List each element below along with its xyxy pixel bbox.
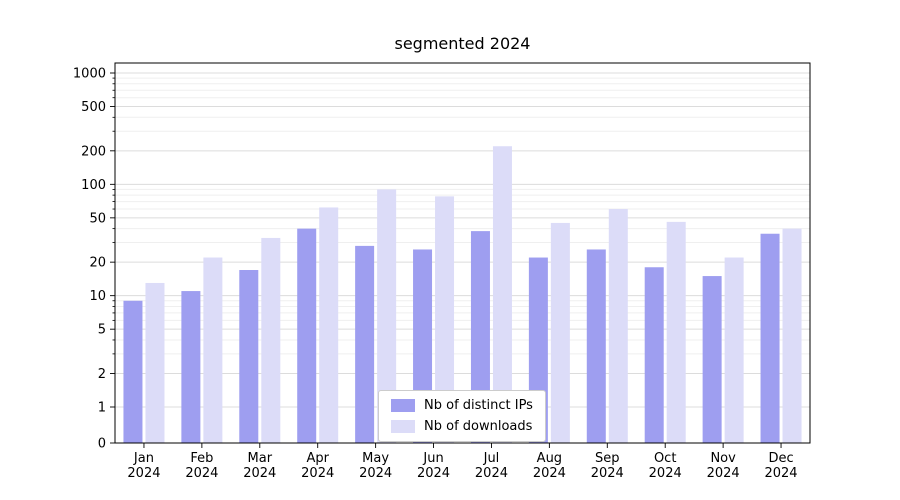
bar-downloads bbox=[724, 257, 744, 443]
x-tick-label-year: 2024 bbox=[475, 466, 508, 481]
bar-downloads bbox=[145, 282, 165, 443]
x-tick-label-year: 2024 bbox=[533, 466, 566, 481]
bar-downloads bbox=[261, 237, 281, 443]
x-tick-label-year: 2024 bbox=[185, 466, 218, 481]
bar-distinct-ips bbox=[123, 300, 143, 443]
bar-downloads bbox=[435, 196, 455, 443]
x-tick-label-year: 2024 bbox=[417, 466, 450, 481]
legend-item-downloads: Nb of downloads bbox=[391, 419, 533, 434]
bar-downloads bbox=[666, 221, 686, 443]
bar-distinct-ips bbox=[586, 249, 606, 443]
x-tick-label-month: Oct bbox=[654, 451, 676, 466]
x-tick-label-month: Apr bbox=[306, 451, 329, 466]
legend-swatch-distinct-ips bbox=[391, 399, 415, 412]
x-tick-label-month: Nov bbox=[710, 451, 736, 466]
bar-downloads bbox=[782, 228, 802, 443]
y-tick-label: 5 bbox=[98, 323, 106, 338]
legend-item-distinct-ips: Nb of distinct IPs bbox=[391, 398, 533, 413]
y-tick-label: 0 bbox=[98, 437, 106, 452]
y-tick-label: 50 bbox=[89, 211, 106, 226]
x-tick-label-month: May bbox=[362, 451, 389, 466]
x-tick-label-month: Jul bbox=[483, 451, 500, 466]
x-tick-label-year: 2024 bbox=[301, 466, 334, 481]
y-tick-label: 200 bbox=[81, 144, 106, 159]
x-tick-label-month: Aug bbox=[537, 451, 562, 466]
bar-distinct-ips bbox=[702, 276, 722, 443]
x-tick-label-year: 2024 bbox=[359, 466, 392, 481]
bar-distinct-ips bbox=[297, 228, 317, 443]
x-tick-label-month: Jun bbox=[422, 451, 443, 466]
plot-frame bbox=[114, 62, 811, 444]
y-tick-label: 100 bbox=[81, 178, 106, 193]
bar-downloads bbox=[319, 207, 339, 443]
x-tick-label-year: 2024 bbox=[649, 466, 682, 481]
y-tick-label: 500 bbox=[81, 100, 106, 115]
bar-distinct-ips bbox=[760, 233, 780, 443]
bar-downloads bbox=[550, 222, 570, 443]
y-tick-label: 10 bbox=[89, 289, 106, 304]
y-tick-label: 2 bbox=[98, 367, 106, 382]
x-tick-label-year: 2024 bbox=[591, 466, 624, 481]
x-tick-label-year: 2024 bbox=[243, 466, 276, 481]
legend-label-distinct-ips: Nb of distinct IPs bbox=[424, 398, 533, 413]
bar-distinct-ips bbox=[644, 267, 664, 443]
x-tick-label-month: Sep bbox=[595, 451, 620, 466]
x-tick-label-year: 2024 bbox=[707, 466, 740, 481]
bar-downloads bbox=[203, 257, 223, 443]
x-tick-label-month: Dec bbox=[768, 451, 793, 466]
x-tick-label-month: Mar bbox=[248, 451, 273, 466]
chart-title: segmented 2024 bbox=[394, 34, 531, 53]
x-tick-label-month: Jan bbox=[133, 451, 154, 466]
x-tick-label-year: 2024 bbox=[764, 466, 797, 481]
legend-label-downloads: Nb of downloads bbox=[424, 419, 533, 434]
y-tick-label: 1 bbox=[98, 401, 106, 416]
bar-downloads bbox=[608, 209, 628, 443]
bar-downloads bbox=[492, 146, 512, 444]
y-tick-label: 1000 bbox=[73, 67, 106, 82]
legend: Nb of distinct IPs Nb of downloads bbox=[378, 390, 546, 442]
legend-swatch-downloads bbox=[391, 420, 415, 433]
bar-distinct-ips bbox=[181, 291, 201, 443]
bar-distinct-ips bbox=[239, 270, 259, 443]
bar-downloads bbox=[377, 189, 397, 443]
x-tick-label-year: 2024 bbox=[127, 466, 160, 481]
y-tick-label: 20 bbox=[89, 256, 106, 271]
x-tick-label-month: Feb bbox=[190, 451, 213, 466]
bar-distinct-ips bbox=[355, 245, 375, 443]
